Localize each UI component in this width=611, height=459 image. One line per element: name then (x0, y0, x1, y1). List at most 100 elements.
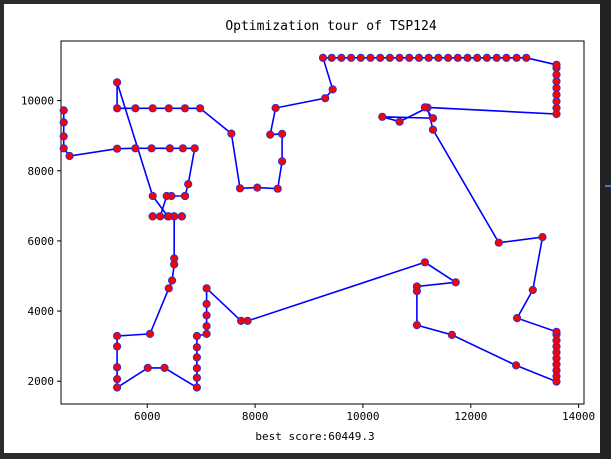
city-point (131, 104, 140, 113)
city-point (428, 125, 438, 134)
window-edge (600, 0, 611, 459)
city-point (511, 361, 521, 370)
city-point (451, 278, 460, 287)
plot-frame (60, 40, 585, 405)
city-point (177, 212, 186, 221)
city-point (528, 285, 537, 295)
axis-ticks: 6000 8000 10000 12000 14000 2000 4000 6000 8000 1… (21, 95, 595, 423)
city-point (196, 104, 205, 113)
city-point (202, 284, 211, 293)
y-tick-label: 10000 (21, 95, 54, 108)
city-point (522, 53, 531, 62)
city-point (113, 363, 122, 372)
city-point (356, 53, 365, 62)
city-point (180, 191, 190, 201)
city-point (59, 132, 68, 141)
city-point (482, 53, 491, 62)
city-point (412, 321, 421, 330)
city-point (420, 258, 429, 267)
city-point (235, 184, 245, 193)
city-point (148, 191, 157, 201)
city-point (395, 117, 404, 126)
city-point (192, 364, 201, 373)
city-point (376, 53, 385, 62)
x-tick-label: 14000 (562, 410, 595, 423)
city-point (492, 53, 501, 62)
city-point (227, 129, 236, 138)
y-tick-label: 2000 (28, 375, 55, 388)
city-point (59, 144, 68, 153)
city-point (366, 53, 375, 62)
city-point (243, 316, 252, 325)
x-tick-label: 12000 (454, 410, 487, 423)
city-point (552, 70, 561, 79)
city-point (502, 53, 511, 62)
city-point (202, 322, 211, 331)
tour-marks (59, 53, 561, 392)
city-point (192, 331, 201, 341)
city-point (395, 53, 404, 62)
city-point (538, 233, 547, 242)
city-point (412, 287, 421, 296)
x-tick-label: 8000 (242, 410, 269, 423)
city-point (164, 212, 173, 221)
city-point (190, 144, 199, 153)
city-point (278, 157, 287, 166)
city-point (147, 144, 156, 153)
figure-canvas: Optimization tour of TSP124 6000 8000 1000… (4, 4, 600, 453)
chart-title: Optimization tour of TSP124 (225, 19, 436, 34)
city-point (202, 299, 211, 309)
city-point (321, 94, 330, 103)
city-point (202, 329, 211, 338)
city-point (59, 106, 68, 115)
city-point (160, 363, 169, 372)
x-tick-label: 6000 (134, 410, 161, 423)
city-point (170, 260, 179, 269)
city-point (253, 183, 262, 192)
city-point (202, 311, 211, 320)
city-point (148, 104, 157, 113)
x-axis-label: best score:60449.3 (255, 430, 374, 443)
city-point (145, 329, 155, 338)
city-point (327, 53, 336, 62)
city-point (65, 151, 74, 161)
city-point (453, 53, 462, 62)
city-point (328, 85, 337, 94)
city-point (347, 53, 356, 62)
city-point (414, 53, 424, 62)
city-point (156, 212, 165, 221)
city-point (552, 60, 561, 69)
city-point (420, 103, 429, 112)
city-point (447, 330, 456, 339)
city-point (434, 53, 443, 62)
city-point (278, 129, 287, 138)
city-point (164, 104, 173, 113)
city-point (473, 53, 482, 62)
city-point (512, 53, 521, 62)
city-point (266, 130, 275, 139)
city-point (428, 114, 438, 123)
y-tick-label: 6000 (28, 235, 55, 248)
city-point (318, 53, 328, 62)
city-point (271, 103, 280, 113)
city-point (552, 90, 561, 99)
city-point (168, 276, 177, 285)
city-point (405, 53, 414, 62)
city-point (444, 53, 453, 62)
city-point (192, 383, 201, 392)
city-point (162, 191, 171, 201)
window-edge-marker (605, 185, 611, 187)
city-point (424, 53, 433, 62)
city-point (113, 342, 122, 351)
city-point (552, 103, 561, 113)
city-point (180, 104, 190, 113)
city-point (143, 363, 152, 372)
city-point (113, 375, 122, 384)
x-tick-label: 10000 (346, 410, 379, 423)
y-tick-label: 8000 (28, 165, 55, 178)
city-point (164, 284, 173, 293)
city-point (113, 78, 122, 87)
y-tick-label: 4000 (28, 305, 55, 318)
city-point (113, 104, 122, 113)
city-point (512, 314, 522, 323)
